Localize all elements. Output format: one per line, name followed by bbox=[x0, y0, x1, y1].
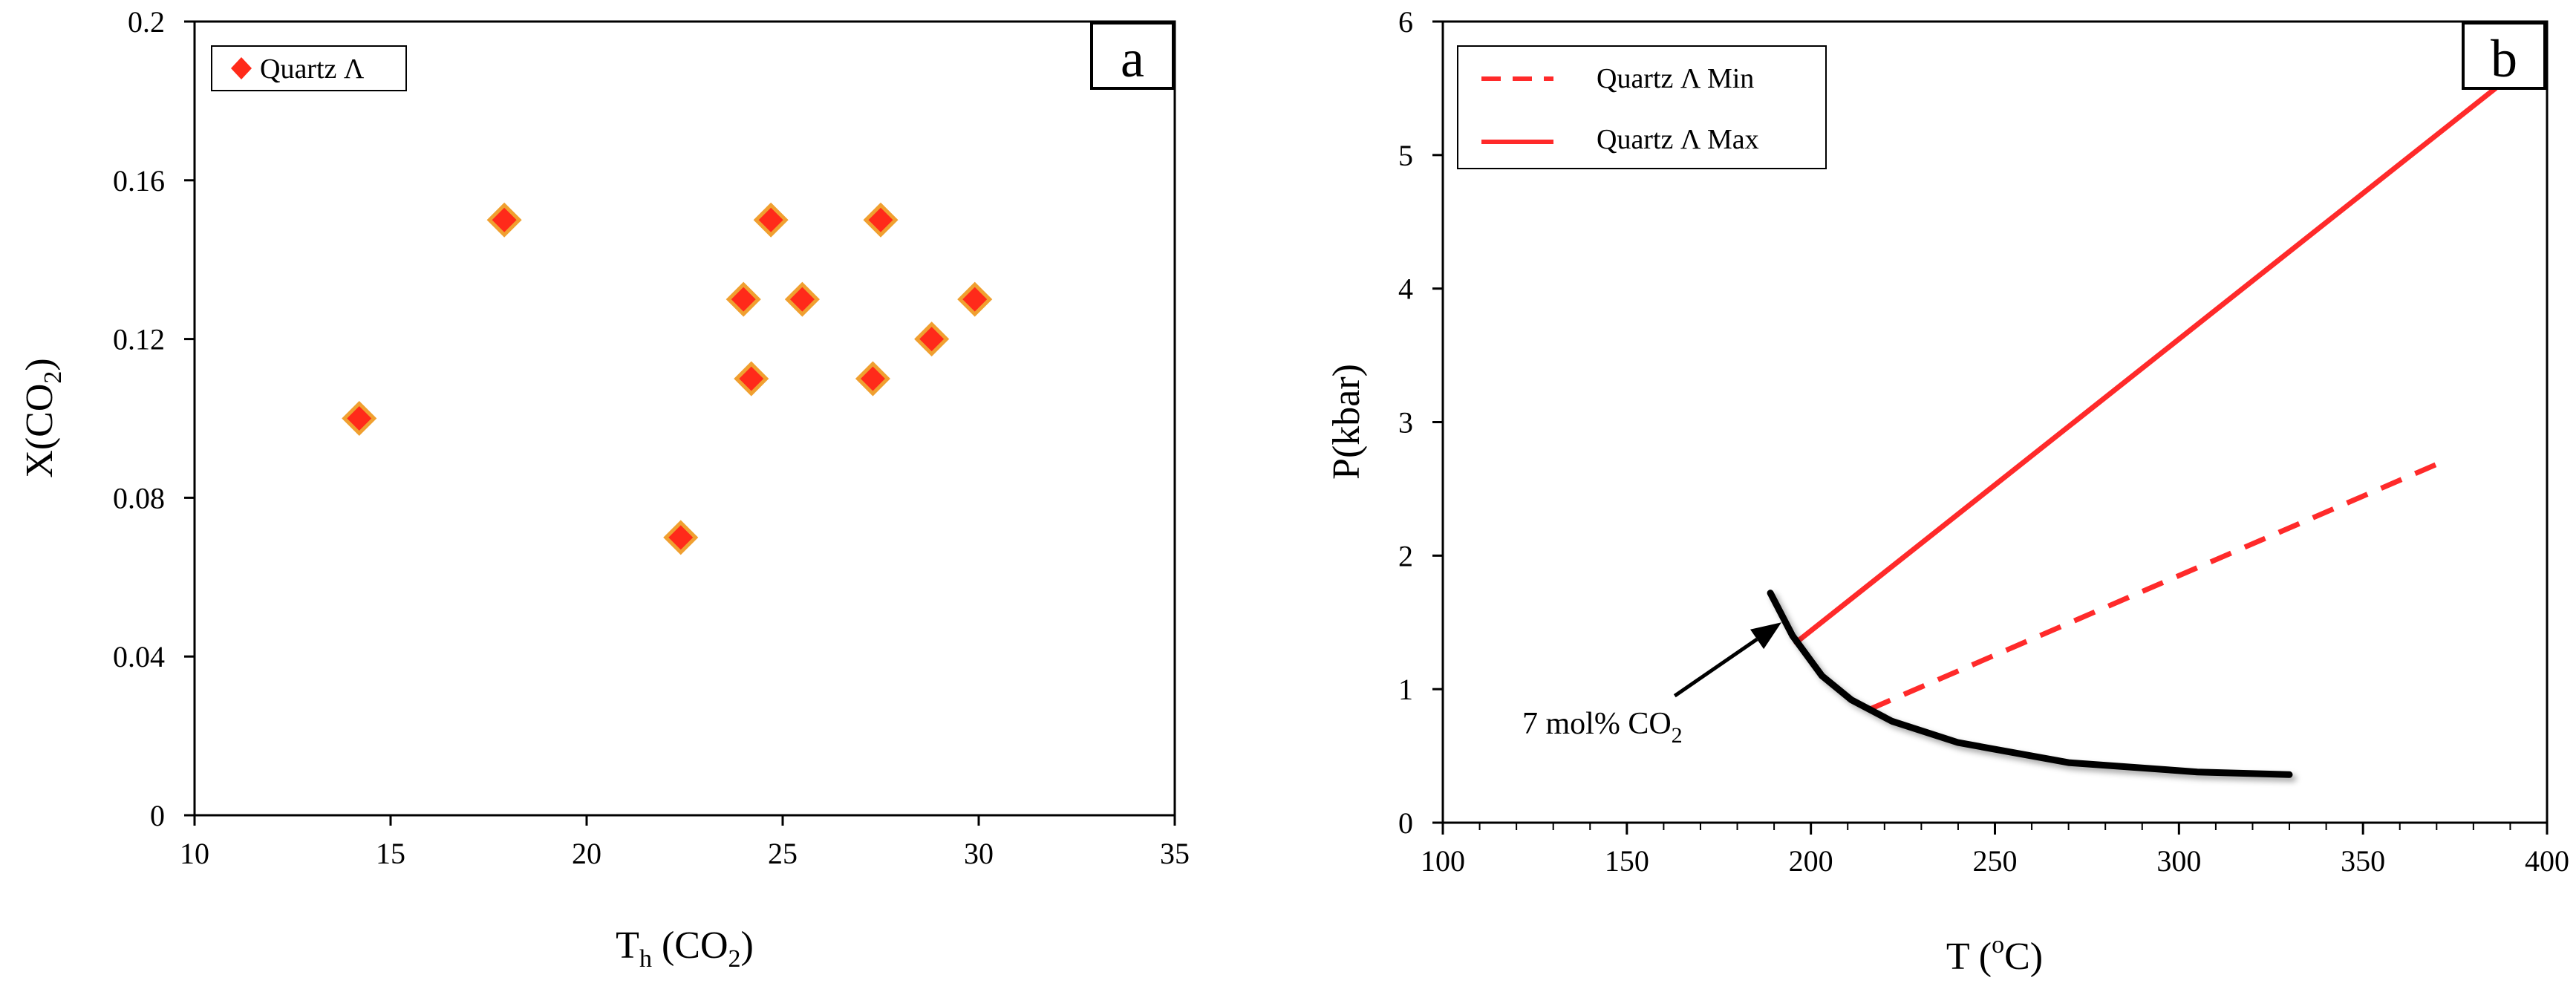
panel-a-data-point bbox=[342, 400, 377, 437]
panel-a-data-point bbox=[486, 202, 522, 238]
panel-b-ytick-label: 3 bbox=[1398, 406, 1413, 440]
panel-a-data-point bbox=[855, 361, 890, 396]
panel-a-xtick-label: 20 bbox=[572, 837, 601, 870]
panel-a-ytick-label: 0.2 bbox=[128, 5, 165, 39]
panel-b-label-text: b bbox=[2491, 29, 2517, 88]
panel-a-xtick-label: 30 bbox=[964, 837, 994, 870]
panel-b-xtick-label: 200 bbox=[1789, 844, 1833, 878]
panel-a-ytick-label: 0 bbox=[150, 799, 165, 832]
panel-a-label-text: a bbox=[1121, 29, 1144, 88]
panel-b-xtick-label: 350 bbox=[2341, 844, 2385, 878]
panel-a-axis-ticks: 10 15 20 25 30 35 0 0.04 0.08 0.12 0.16 0.2 bbox=[113, 5, 1190, 870]
panel-a-xtick-label: 35 bbox=[1160, 837, 1190, 870]
panel-a-label-box bbox=[1090, 22, 1175, 90]
panel-b-xtick-label: 300 bbox=[2156, 844, 2201, 878]
panel-a-label: a bbox=[1090, 22, 1175, 90]
panel-a-data-point bbox=[784, 281, 820, 317]
panel-a-xlabel: Th (CO2) bbox=[616, 924, 754, 973]
panel-a-data-point bbox=[957, 281, 993, 317]
panel-a-xtick-label: 25 bbox=[768, 837, 798, 870]
panel-b: 100 150 200 250 300 350 400 0 1 2 3 4 5 6 Quartz Λ Mi… bbox=[1326, 5, 2569, 978]
panel-b-legend-box bbox=[1457, 45, 1827, 169]
panel-b-ytick-label: 5 bbox=[1398, 139, 1413, 172]
panel-b-ytick-label: 4 bbox=[1398, 272, 1413, 306]
panel-b-legend-max-label: Quartz Λ Max bbox=[1597, 124, 1759, 155]
panel-b-line-isopleth bbox=[1767, 590, 2293, 778]
panel-b-xtick-label: 250 bbox=[1973, 844, 2018, 878]
panel-b-lines bbox=[1767, 85, 2499, 778]
panel-b-annotation-arrow bbox=[1673, 622, 1782, 698]
panel-b-ytick-label: 1 bbox=[1398, 673, 1413, 706]
panel-a-ytick-label: 0.04 bbox=[113, 640, 165, 673]
panel-b-axis-ticks: 100 150 200 250 300 350 400 0 1 2 3 4 5 6 bbox=[1398, 5, 2569, 878]
panel-a-legend-label: Quartz Λ bbox=[260, 53, 365, 85]
panel-a-ytick-label: 0.12 bbox=[113, 323, 165, 356]
panel-a-data-point bbox=[725, 281, 761, 317]
panel-b-line-quartz-max bbox=[1793, 85, 2499, 645]
panel-a-data-point bbox=[753, 202, 789, 238]
panel-b-ytick-label: 0 bbox=[1398, 806, 1413, 840]
panel-a: 10 15 20 25 30 35 0 0.04 0.08 0.12 0.16 0.2 Quartz … bbox=[19, 5, 1190, 973]
panel-a-xtick-label: 10 bbox=[180, 837, 209, 870]
panel-b-arrow-head bbox=[1750, 622, 1782, 650]
panel-a-plot-area bbox=[193, 20, 1176, 817]
panel-b-xtick-label: 100 bbox=[1421, 844, 1465, 878]
panel-a-data-point bbox=[663, 520, 699, 555]
panel-b-legend-min-label: Quartz Λ Min bbox=[1597, 63, 1754, 94]
panel-a-data-point bbox=[914, 321, 950, 357]
panel-a-legend-marker bbox=[231, 57, 252, 79]
panel-b-ytick-label: 6 bbox=[1398, 5, 1413, 39]
panel-a-data-point bbox=[863, 202, 899, 238]
panel-b-ytick-label: 2 bbox=[1398, 539, 1413, 572]
panel-a-ytick-label: 0.16 bbox=[113, 164, 165, 198]
panel-b-ylabel: P(kbar) bbox=[1326, 364, 1368, 480]
panel-b-label-box bbox=[2462, 22, 2546, 90]
panel-b-xtick-label: 400 bbox=[2525, 844, 2569, 878]
panel-a-data-point bbox=[734, 361, 769, 396]
panel-a-legend: Quartz Λ bbox=[211, 45, 407, 91]
panel-b-arrow-shaft bbox=[1673, 637, 1758, 698]
panel-b-xtick-label: 150 bbox=[1605, 844, 1649, 878]
panel-a-ylabel: X(CO2) bbox=[19, 358, 67, 477]
panel-b-line-quartz-min bbox=[1868, 457, 2449, 712]
panel-b-xlabel: T (oC) bbox=[1946, 931, 2043, 978]
panel-b-legend: Quartz Λ Min Quartz Λ Max bbox=[1457, 45, 1827, 169]
panel-b-annotation-text: 7 mol% CO2 bbox=[1522, 707, 1683, 748]
panel-b-label: b bbox=[2462, 22, 2546, 90]
panel-a-points bbox=[342, 202, 993, 555]
panel-a-ytick-label: 0.08 bbox=[113, 481, 165, 515]
panel-a-xtick-label: 15 bbox=[376, 837, 405, 870]
